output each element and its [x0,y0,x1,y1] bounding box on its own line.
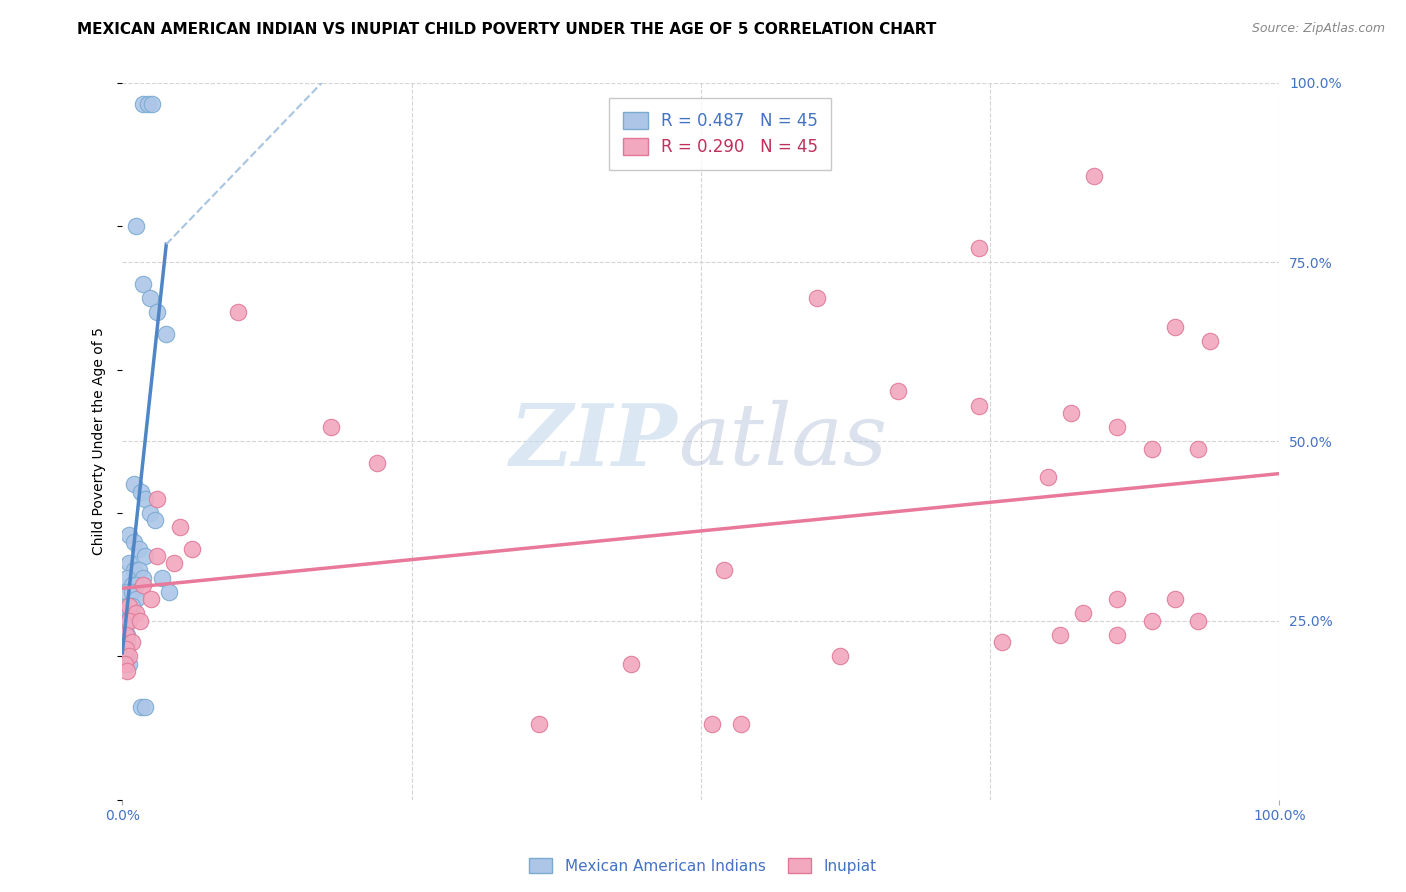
Point [366,456,388,470]
Point [121,585,143,599]
Point [114,628,136,642]
Point [967,399,990,413]
Point [1107,628,1129,642]
Point [226,305,249,319]
Point [157,585,180,599]
Point [118,614,141,628]
Point [115,628,138,642]
Text: atlas: atlas [678,400,887,483]
Legend: Mexican American Indians, Inupiat: Mexican American Indians, Inupiat [523,852,883,880]
Point [134,491,156,506]
Point [1060,406,1083,420]
Point [125,578,148,592]
Point [146,305,169,319]
Point [134,549,156,563]
Point [1164,319,1187,334]
Point [114,621,136,635]
Point [121,635,143,649]
Point [129,484,152,499]
Point [118,607,141,621]
Point [118,649,141,664]
Point [1036,470,1059,484]
Point [128,563,150,577]
Point [136,97,159,112]
Point [118,599,141,614]
Point [129,699,152,714]
Point [139,291,162,305]
Point [143,513,166,527]
Point [730,717,752,731]
Point [1071,607,1094,621]
Point [1049,628,1071,642]
Point [115,664,138,678]
Point [115,585,138,599]
Point [114,642,136,657]
Point [163,556,186,570]
Point [121,578,143,592]
Point [886,384,908,399]
Point [122,534,145,549]
Point [118,556,141,570]
Point [125,219,148,234]
Point [1187,614,1209,628]
Point [121,599,143,614]
Point [114,614,136,628]
Point [122,563,145,577]
Point [115,614,138,628]
Point [114,657,136,671]
Point [115,599,138,614]
Point [1164,592,1187,607]
Point [527,717,550,731]
Point [118,527,141,541]
Point [990,635,1012,649]
Point [139,506,162,520]
Text: ZIP: ZIP [510,400,678,483]
Point [125,607,148,621]
Y-axis label: Child Poverty Under the Age of 5: Child Poverty Under the Age of 5 [93,327,107,556]
Point [155,326,177,341]
Point [115,635,138,649]
Point [806,291,828,305]
Point [125,592,148,607]
Point [114,607,136,621]
Point [122,477,145,491]
Point [115,649,138,664]
Point [967,241,990,255]
Point [132,578,155,592]
Point [146,549,169,563]
Point [702,717,724,731]
Point [146,491,169,506]
Text: MEXICAN AMERICAN INDIAN VS INUPIAT CHILD POVERTY UNDER THE AGE OF 5 CORRELATION : MEXICAN AMERICAN INDIAN VS INUPIAT CHILD… [77,22,936,37]
Legend: R = 0.487   N = 45, R = 0.290   N = 45: R = 0.487 N = 45, R = 0.290 N = 45 [609,98,831,169]
Point [1083,169,1105,183]
Point [1107,420,1129,434]
Point [141,592,163,607]
Point [620,657,643,671]
Point [150,570,173,584]
Point [134,699,156,714]
Point [828,649,851,664]
Point [115,570,138,584]
Point [1187,442,1209,456]
Point [1140,442,1163,456]
Point [141,97,163,112]
Point [118,657,141,671]
Point [1199,334,1222,348]
Point [713,563,735,577]
Point [114,649,136,664]
Point [114,635,136,649]
Point [128,614,150,628]
Point [1140,614,1163,628]
Point [132,97,155,112]
Point [180,541,202,556]
Point [132,570,155,584]
Point [319,420,342,434]
Point [128,541,150,556]
Point [1107,592,1129,607]
Text: Source: ZipAtlas.com: Source: ZipAtlas.com [1251,22,1385,36]
Point [132,277,155,291]
Point [169,520,191,534]
